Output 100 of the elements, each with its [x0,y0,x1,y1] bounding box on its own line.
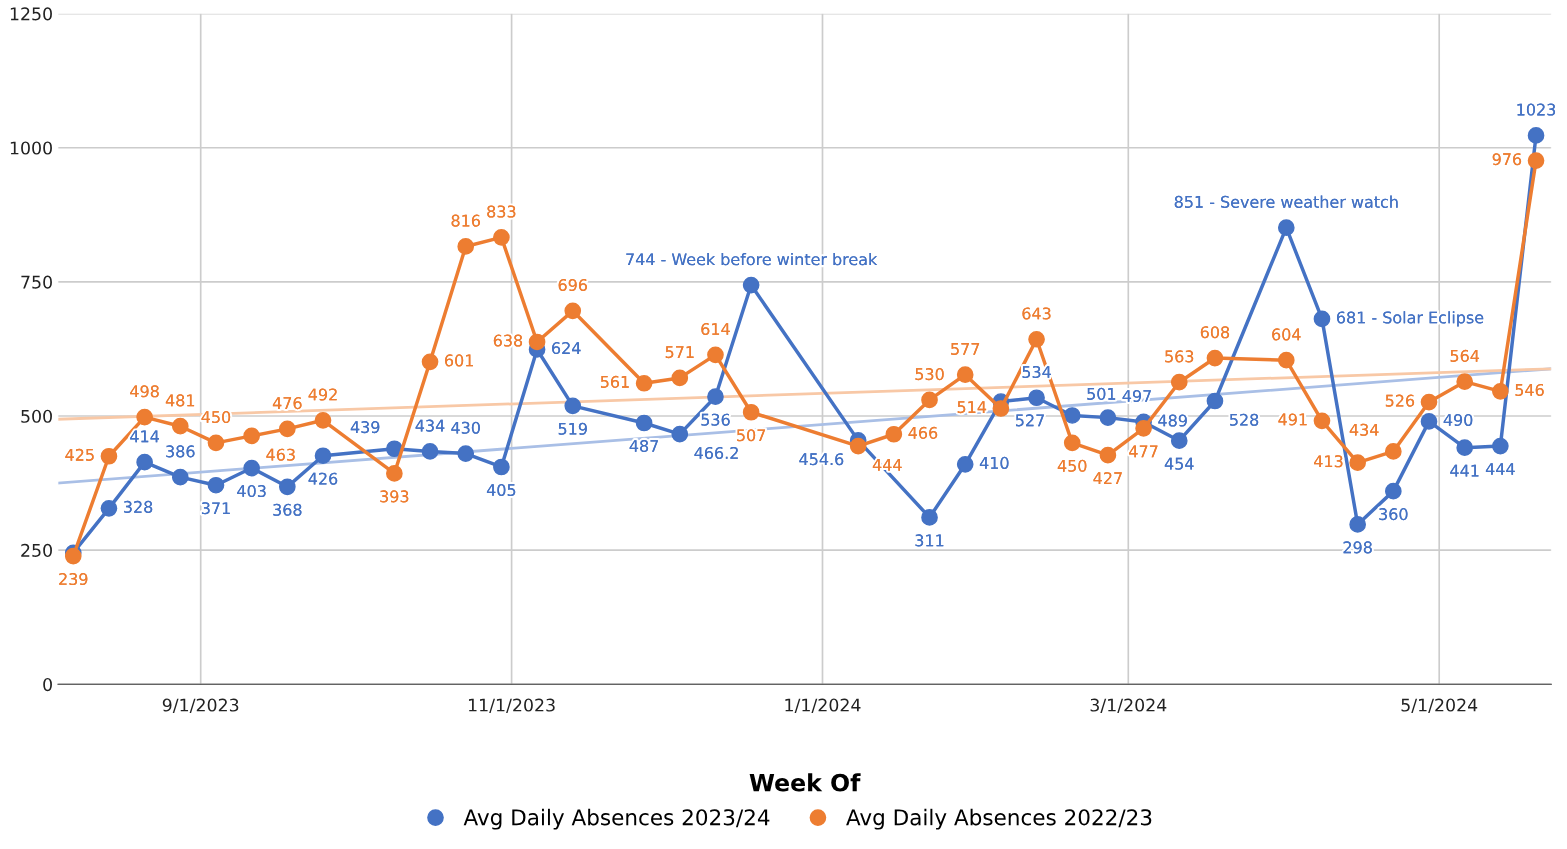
point [207,434,225,452]
point [314,411,332,429]
x-tick-label: 3/1/2024 [1090,698,1167,713]
point [1492,437,1509,455]
data-label: 444 [1485,463,1515,475]
data-label: 311 [915,534,944,547]
data-label: 410 [979,456,1009,469]
point [1349,454,1366,472]
data-label: 487 [629,439,658,453]
point [493,458,510,476]
data-label: 564 [1450,349,1480,362]
point [457,445,475,462]
point [992,400,1010,417]
data-label: 614 [701,323,730,336]
data-label: 491 [1278,413,1307,426]
data-label: 624 [552,342,581,355]
data-label: 426 [308,472,338,485]
point [493,228,510,246]
point [1170,373,1188,391]
data-label: 638 [493,334,523,347]
point [956,455,974,473]
point [207,476,225,494]
data-label: 833 [487,205,516,218]
point [956,366,974,384]
data-label: 497 [1122,389,1151,403]
data-label: 439 [350,421,380,434]
legend-label: Avg Daily Absences 2022/23 [846,808,1152,830]
y-tick-label: 750 [21,275,52,289]
data-label: 601 [445,354,473,367]
data-label: 976 [1492,153,1522,166]
point [849,437,867,455]
data-label: 530 [915,368,944,381]
data-label: 546 [1515,383,1544,396]
data-label: 492 [308,388,337,401]
data-label: 298 [1343,541,1372,554]
point [1277,219,1295,237]
point [1456,373,1474,391]
point [707,346,724,364]
data-label: 643 [1022,307,1051,320]
point [1527,152,1545,169]
data-label: 476 [272,397,302,410]
x-tick-label: 9/1/2023 [162,698,239,713]
data-label: 466 [908,426,938,439]
point [707,388,724,406]
point [100,447,118,465]
data-label: 1023 [1517,103,1556,116]
point [742,403,760,421]
point [171,468,189,486]
data-label: 519 [558,422,587,435]
data-label: 425 [65,448,94,461]
point [921,391,938,409]
legend-label: Avg Daily Absences 2023/24 [463,808,770,830]
data-label: 405 [486,483,516,497]
data-label: 507 [737,429,766,442]
data-label: 490 [1443,413,1473,427]
point [1099,409,1117,426]
data-label: 328 [124,500,153,513]
point [1420,393,1438,411]
data-label: 454.6 [799,453,844,466]
x-tick-label: 5/1/2024 [1401,698,1478,713]
data-label: 427 [1093,472,1122,484]
data-label: 430 [451,421,480,434]
x-tick-label: 1/1/2024 [785,698,861,713]
point [136,408,153,426]
point [1313,310,1331,328]
data-label: 239 [59,573,88,586]
point [671,425,689,443]
data-label: 514 [957,401,987,414]
point [457,238,475,255]
point [171,417,189,435]
data-label: 393 [380,490,409,503]
data-label: 360 [1379,508,1408,521]
y-tick-label: 0 [43,678,52,692]
y-tick-label: 1000 [10,141,52,155]
point [635,374,653,392]
data-label: 386 [166,445,195,458]
data-label: 450 [201,411,231,424]
data-label: 414 [130,430,159,443]
point [1135,420,1152,437]
point [278,420,296,438]
data-label: 413 [1314,455,1343,468]
point [386,465,403,482]
data-label: 466.2 [694,446,738,460]
y-tick-label: 250 [21,543,52,557]
data-label: 489 [1158,414,1187,427]
data-label: 604 [1272,328,1301,341]
point [1313,412,1331,430]
data-label: 696 [558,279,587,292]
y-tick-label: 500 [21,409,52,423]
data-label: 681 - Solar Eclipse [1336,311,1484,327]
point [1492,382,1509,400]
data-label: 368 [273,503,302,516]
data-label: 450 [1057,459,1087,472]
x-tick-label: 11/1/2023 [468,698,555,713]
data-label: 536 [701,413,730,426]
data-label: 434 [415,419,445,432]
data-label: 526 [1385,394,1415,407]
point [136,453,153,471]
point [243,459,260,477]
point [742,276,760,294]
